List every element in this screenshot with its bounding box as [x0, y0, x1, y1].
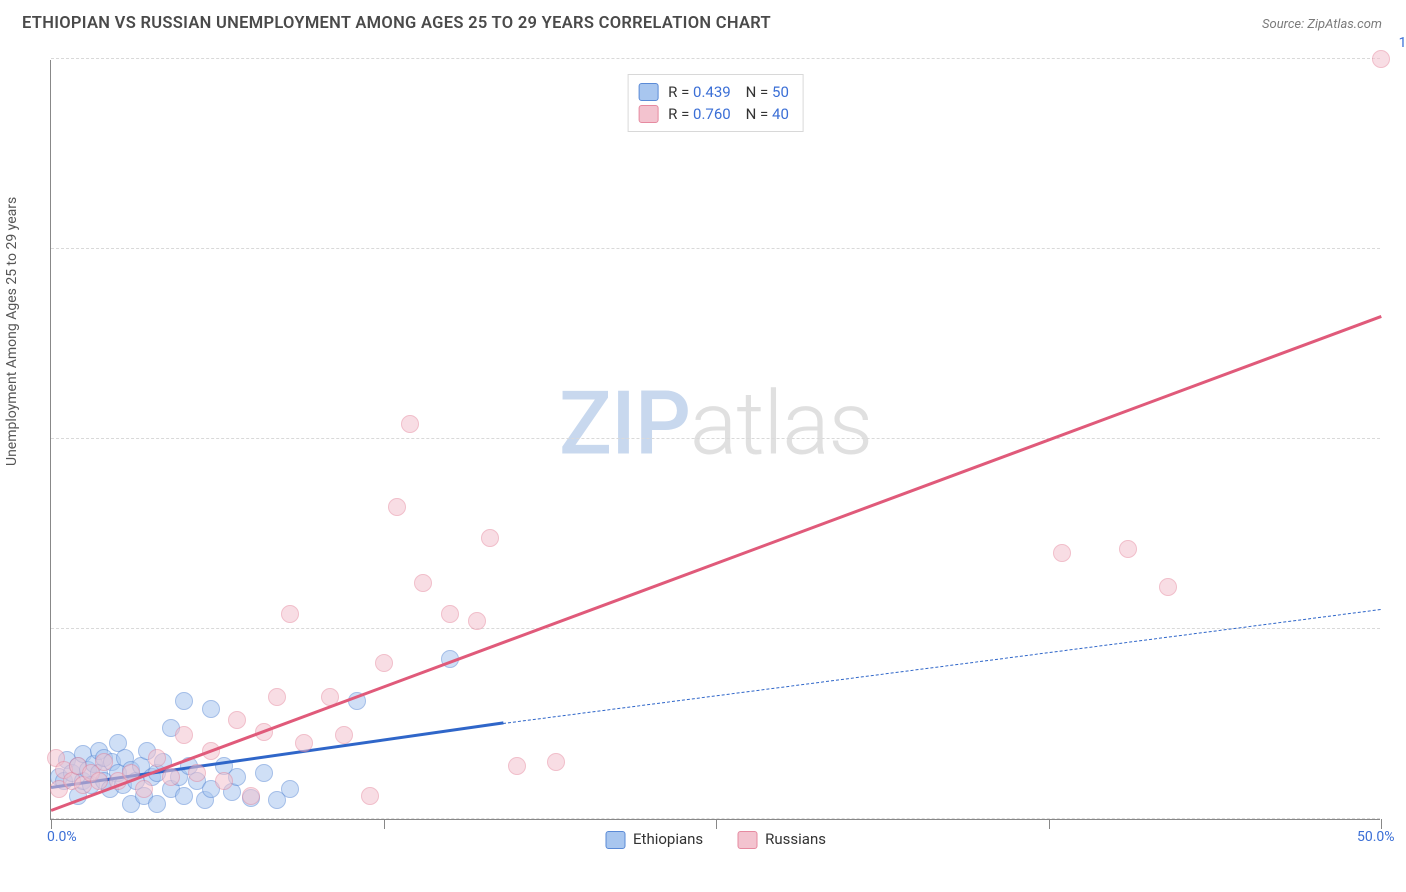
- x-tick-label: 0.0%: [47, 829, 77, 845]
- data-point: [335, 726, 353, 744]
- y-axis-label: Unemployment Among Ages 25 to 29 years: [4, 197, 20, 466]
- x-tick: [51, 819, 52, 829]
- corr-text-1: R = 0.760 N = 40: [668, 105, 789, 123]
- data-point: [95, 753, 113, 771]
- swatch-ethiopians: [638, 83, 658, 101]
- chart-title: ETHIOPIAN VS RUSSIAN UNEMPLOYMENT AMONG …: [22, 14, 771, 33]
- x-tick: [384, 819, 385, 829]
- data-point: [135, 780, 153, 798]
- data-point: [162, 768, 180, 786]
- series-legend: Ethiopians Russians: [605, 830, 826, 849]
- corr-row-ethiopians: R = 0.439 N = 50: [638, 81, 789, 103]
- data-point: [175, 692, 193, 710]
- legend-swatch-russians: [737, 831, 757, 849]
- data-point: [281, 605, 299, 623]
- chart-header: ETHIOPIAN VS RUSSIAN UNEMPLOYMENT AMONG …: [0, 0, 1406, 43]
- watermark-atlas: atlas: [690, 373, 872, 476]
- data-point: [202, 700, 220, 718]
- data-point: [1053, 544, 1071, 562]
- data-point: [1119, 540, 1137, 558]
- data-point: [242, 787, 260, 805]
- data-point: [375, 654, 393, 672]
- data-point: [228, 711, 246, 729]
- swatch-russians: [638, 105, 658, 123]
- data-point: [361, 787, 379, 805]
- data-point: [255, 764, 273, 782]
- data-point: [215, 772, 233, 790]
- data-point: [268, 688, 286, 706]
- plot-area: ZIPatlas R = 0.439 N = 50 R = 0.760: [50, 60, 1380, 820]
- data-point: [175, 726, 193, 744]
- x-tick: [1381, 819, 1382, 829]
- gridline: [51, 438, 1380, 439]
- trend-line: [51, 315, 1382, 811]
- gridline: [51, 58, 1380, 59]
- data-point: [481, 529, 499, 547]
- data-point: [175, 787, 193, 805]
- y-tick-label: 75.0%: [1384, 225, 1406, 241]
- y-tick-label: 50.0%: [1384, 415, 1406, 431]
- data-point: [441, 605, 459, 623]
- data-point: [414, 574, 432, 592]
- corr-row-russians: R = 0.760 N = 40: [638, 103, 789, 125]
- y-tick-label: 100.0%: [1384, 35, 1406, 51]
- trend-line-dashed: [503, 609, 1381, 724]
- data-point: [90, 772, 108, 790]
- legend-item-russians: Russians: [737, 830, 826, 849]
- corr-text-0: R = 0.439 N = 50: [668, 83, 789, 101]
- correlation-legend: R = 0.439 N = 50 R = 0.760 N = 40: [627, 74, 804, 132]
- data-point: [401, 415, 419, 433]
- data-point: [547, 753, 565, 771]
- data-point: [148, 795, 166, 813]
- x-tick: [716, 819, 717, 829]
- legend-swatch-ethiopians: [605, 831, 625, 849]
- watermark: ZIPatlas: [559, 373, 872, 476]
- data-point: [295, 734, 313, 752]
- y-tick-label: 25.0%: [1384, 605, 1406, 621]
- x-tick: [1049, 819, 1050, 829]
- data-point: [508, 757, 526, 775]
- chart-source: Source: ZipAtlas.com: [1262, 17, 1382, 32]
- data-point: [388, 498, 406, 516]
- chart-container: Unemployment Among Ages 25 to 29 years Z…: [0, 46, 1406, 892]
- data-point: [1372, 50, 1390, 68]
- data-point: [188, 764, 206, 782]
- data-point: [281, 780, 299, 798]
- legend-item-ethiopians: Ethiopians: [605, 830, 703, 849]
- data-point: [148, 749, 166, 767]
- gridline: [51, 628, 1380, 629]
- x-tick-label: 50.0%: [1357, 829, 1395, 845]
- data-point: [468, 612, 486, 630]
- gridline: [51, 248, 1380, 249]
- data-point: [1159, 578, 1177, 596]
- watermark-zip: ZIP: [559, 373, 690, 476]
